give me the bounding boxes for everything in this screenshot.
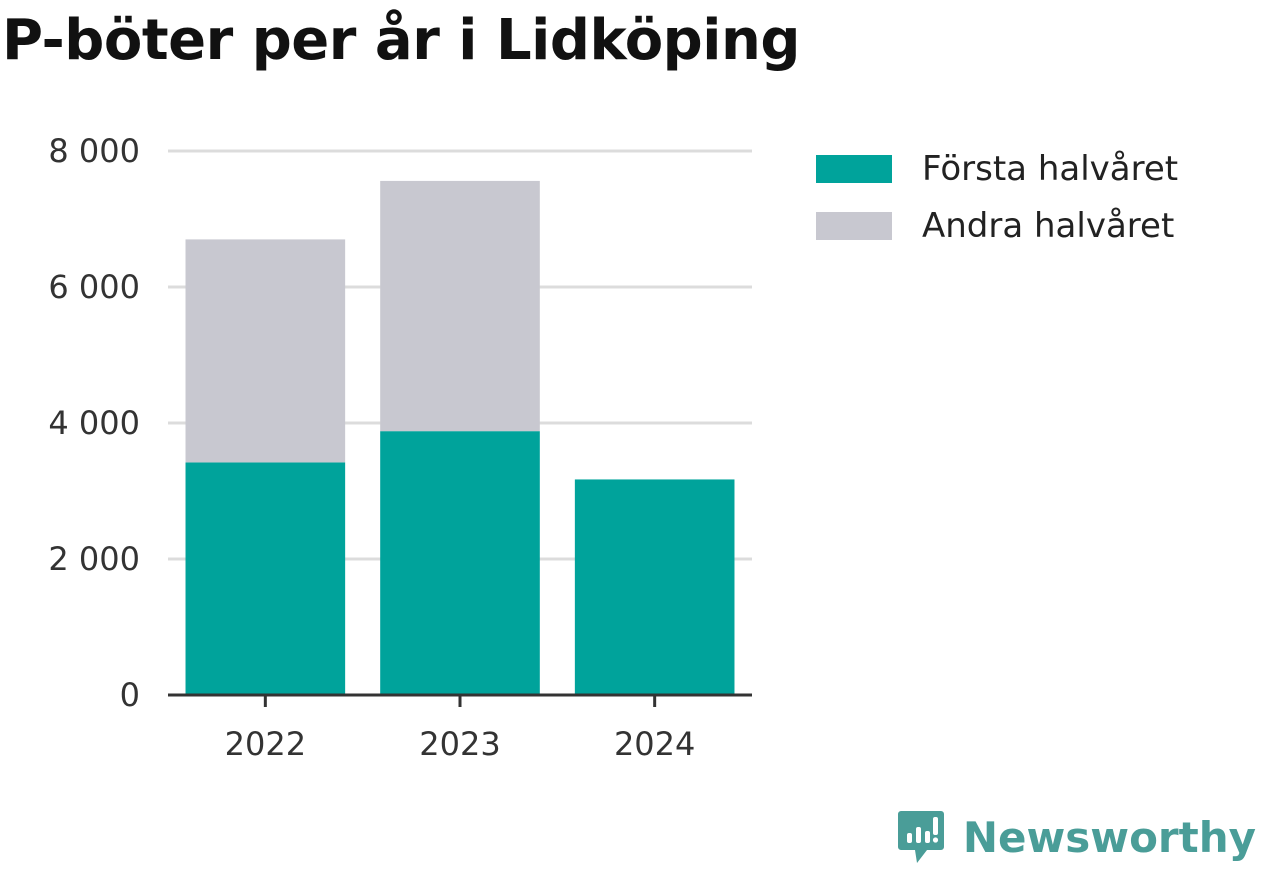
- bar-2022-series-1: [185, 462, 346, 695]
- legend-label-second-half: Andra halvåret: [922, 205, 1175, 246]
- y-tick-label: 2 000: [48, 540, 140, 578]
- axes: 0 2 000 4 000 6 000 8 000 2022 2023 2024: [48, 132, 752, 763]
- bar-chart: 0 2 000 4 000 6 000 8 000 2022 2023 2024: [48, 132, 752, 763]
- bar-2023-series-2: [380, 180, 540, 432]
- y-tick-label: 0: [120, 676, 140, 714]
- bar-2022-series-2: [185, 239, 346, 463]
- x-tick-label: 2023: [419, 725, 500, 763]
- brand-name: Newsworthy: [962, 812, 1256, 862]
- legend-item-second-half: Andra halvåret: [816, 197, 1178, 254]
- y-tick-label: 6 000: [48, 268, 140, 306]
- bars: [185, 180, 735, 695]
- x-tick-label: 2022: [225, 725, 306, 763]
- bar-2023-series-1: [380, 431, 540, 695]
- y-tick-label: 4 000: [48, 404, 140, 442]
- bar-2024-series-1: [574, 479, 735, 695]
- legend-swatch-second-half: [816, 211, 892, 240]
- legend-item-first-half: Första halvåret: [816, 140, 1178, 197]
- newsworthy-logo-icon: [897, 811, 944, 863]
- legend-label-first-half: Första halvåret: [922, 148, 1179, 189]
- legend: Första halvåret Andra halvåret: [816, 140, 1178, 254]
- newsworthy-brand: Newsworthy: [897, 809, 1256, 865]
- y-tick-label: 8 000: [48, 132, 140, 170]
- chart-title: P-böter per år i Lidköping: [2, 8, 800, 73]
- x-tick-label: 2024: [614, 725, 695, 763]
- legend-swatch-first-half: [816, 154, 892, 183]
